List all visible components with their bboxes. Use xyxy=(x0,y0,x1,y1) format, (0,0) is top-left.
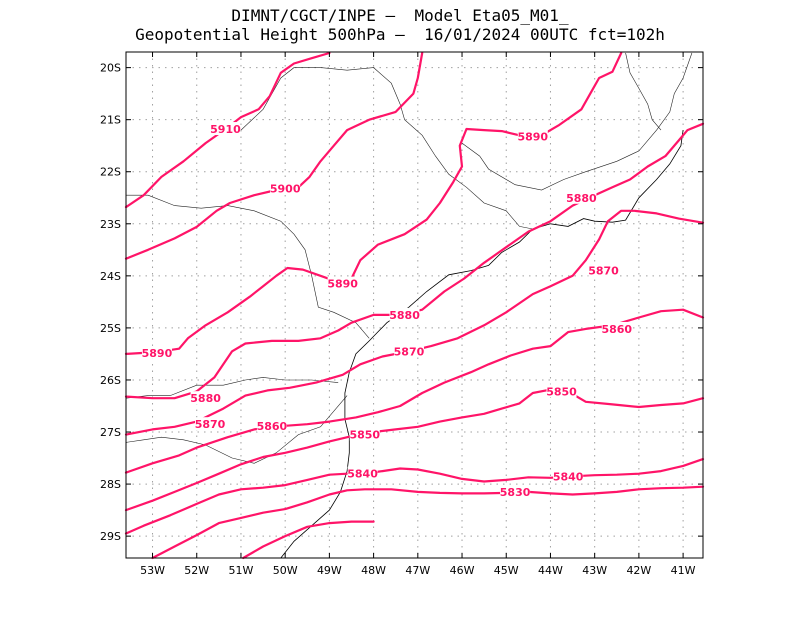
contour-label-bg xyxy=(393,344,424,358)
state-border-line xyxy=(240,67,533,230)
lon-tick-label: 46W xyxy=(450,564,475,577)
contour-label: 5830 xyxy=(500,486,531,499)
contour-label: 5860 xyxy=(601,323,632,336)
contour-label: 5870 xyxy=(195,418,226,431)
lon-tick-label: 50W xyxy=(273,564,298,577)
state-border-line xyxy=(125,377,339,399)
axis-ticks: 53W 52W 51W 50W 49W 48W 47W 46W 45W 44W 43W 42W 41W 2… xyxy=(100,52,703,577)
lon-tick-label: 53W xyxy=(140,564,165,577)
contour-label-bg xyxy=(546,384,577,398)
lon-tick-label: 41W xyxy=(671,564,696,577)
lat-tick-label: 20S xyxy=(100,62,121,75)
contour-label: 5840 xyxy=(553,470,584,483)
contour-labels: 5910 5900 5890 5890 5890 5880 5880 5880 5870 5870… xyxy=(141,122,632,499)
contour-label-bg xyxy=(553,469,584,483)
lon-tick-label: 48W xyxy=(361,564,386,577)
contour-label: 5880 xyxy=(190,392,221,405)
lon-tick-label: 52W xyxy=(184,564,209,577)
contour-line-5830 xyxy=(151,485,705,560)
contour-label-bg xyxy=(517,129,548,143)
height-contours xyxy=(124,51,705,560)
lat-tick-label: 23S xyxy=(100,218,121,231)
plot-frame xyxy=(125,51,704,559)
lon-tick-label: 45W xyxy=(494,564,519,577)
coastline xyxy=(280,130,684,559)
contour-label-bg xyxy=(347,466,378,480)
contour-line-5900 xyxy=(124,51,424,260)
contour-label: 5880 xyxy=(389,309,420,322)
contour-label: 5890 xyxy=(517,130,548,143)
state-border-line xyxy=(126,194,370,339)
contour-label-bg xyxy=(389,307,420,321)
contour-line-5840 xyxy=(124,458,705,535)
contour-line-5890 xyxy=(124,51,623,355)
lat-tick-label: 28S xyxy=(100,478,121,491)
contour-label: 5890 xyxy=(327,278,358,291)
contour-label: 5890 xyxy=(142,347,173,360)
lat-tick-label: 29S xyxy=(100,530,121,543)
contour-label: 5850 xyxy=(349,429,380,442)
state-border-line xyxy=(125,395,348,464)
lon-tick-label: 51W xyxy=(229,564,254,577)
contour-label: 5840 xyxy=(347,468,378,481)
contour-line-5910 xyxy=(124,51,331,209)
chart-title-line-1: DIMNT/CGCT/INPE – Model Eta05_M01_ xyxy=(231,6,569,25)
state-border-line xyxy=(625,52,662,131)
contour-label-bg xyxy=(270,181,301,195)
state-borders xyxy=(125,52,693,464)
contour-line-unlabeled xyxy=(242,520,375,560)
lat-tick-label: 27S xyxy=(100,426,121,439)
contour-label-bg xyxy=(500,484,531,498)
lat-tick-label: 26S xyxy=(100,374,121,387)
contour-label: 5870 xyxy=(588,265,619,278)
contour-label: 5910 xyxy=(210,123,241,136)
chart-title-line-2: Geopotential Height 500hPa – 16/01/2024 … xyxy=(135,25,665,44)
lat-tick-label: 24S xyxy=(100,270,121,283)
lat-tick-label: 25S xyxy=(100,322,121,335)
contour-label-bg xyxy=(210,122,241,136)
coastline-line xyxy=(280,130,684,559)
contour-label: 5860 xyxy=(257,420,288,433)
lon-tick-label: 44W xyxy=(538,564,563,577)
lon-tick-label: 43W xyxy=(582,564,607,577)
contour-label: 5870 xyxy=(394,345,425,358)
lon-tick-label: 42W xyxy=(626,564,651,577)
lat-tick-label: 22S xyxy=(100,166,121,179)
contour-line-5880 xyxy=(124,122,705,400)
contour-line-5850 xyxy=(124,389,705,512)
contour-label: 5850 xyxy=(546,385,577,398)
contour-label-bg xyxy=(141,345,172,359)
contour-label-bg xyxy=(190,391,221,405)
contour-label-bg xyxy=(256,418,287,432)
contour-label-bg xyxy=(588,263,619,277)
lat-tick-label: 21S xyxy=(100,114,121,127)
contour-label-bg xyxy=(349,427,380,441)
contour-label-bg xyxy=(601,321,632,335)
lon-tick-label: 47W xyxy=(405,564,430,577)
contour-label: 5900 xyxy=(270,182,301,195)
lon-tick-label: 49W xyxy=(317,564,342,577)
contour-label: 5880 xyxy=(566,192,597,205)
contour-line-5870 xyxy=(124,209,705,436)
contour-label-bg xyxy=(327,276,358,290)
state-border-line xyxy=(461,52,693,191)
contour-label-bg xyxy=(195,417,226,431)
contour-label-bg xyxy=(566,190,597,204)
